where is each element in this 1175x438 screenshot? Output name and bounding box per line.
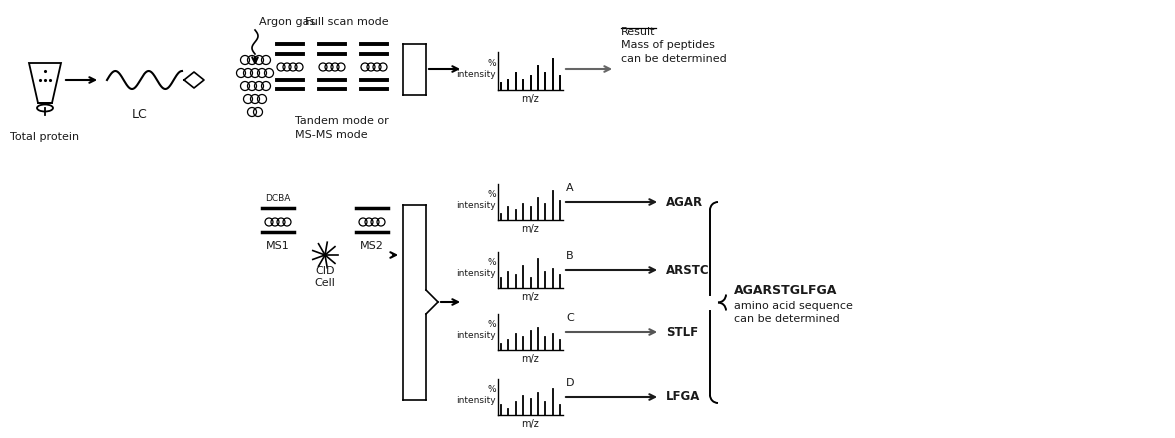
Text: m/z: m/z bbox=[522, 292, 539, 302]
Text: m/z: m/z bbox=[522, 224, 539, 234]
Text: STLF: STLF bbox=[666, 325, 698, 339]
Text: LC: LC bbox=[132, 109, 148, 121]
Text: A: A bbox=[566, 183, 573, 193]
Text: %
intensity: % intensity bbox=[456, 190, 496, 210]
Text: LFGA: LFGA bbox=[666, 391, 700, 403]
Text: Full scan mode: Full scan mode bbox=[306, 17, 389, 27]
Text: CID
Cell: CID Cell bbox=[315, 266, 335, 288]
Text: %
intensity: % intensity bbox=[456, 320, 496, 340]
Text: Argon gas: Argon gas bbox=[258, 17, 315, 27]
Text: C: C bbox=[566, 313, 573, 323]
Text: %
intensity: % intensity bbox=[456, 59, 496, 79]
Text: Total protein: Total protein bbox=[11, 132, 80, 142]
Text: MS2: MS2 bbox=[360, 241, 384, 251]
Text: ARSTC: ARSTC bbox=[666, 264, 710, 276]
Text: AGARSTGLFGA: AGARSTGLFGA bbox=[734, 284, 838, 297]
Text: MS1: MS1 bbox=[266, 241, 290, 251]
Text: D: D bbox=[566, 378, 575, 388]
Text: %
intensity: % intensity bbox=[456, 385, 496, 405]
Text: B: B bbox=[566, 251, 573, 261]
Text: Tandem mode or
MS-MS mode: Tandem mode or MS-MS mode bbox=[295, 117, 389, 140]
Text: DCBA: DCBA bbox=[266, 194, 290, 203]
Text: amino acid sequence
can be determined: amino acid sequence can be determined bbox=[734, 301, 853, 324]
Text: m/z: m/z bbox=[522, 419, 539, 429]
Text: AGAR: AGAR bbox=[666, 195, 703, 208]
Text: Mass of peptides
can be determined: Mass of peptides can be determined bbox=[622, 40, 727, 64]
Text: Result: Result bbox=[622, 27, 656, 37]
Text: m/z: m/z bbox=[522, 94, 539, 104]
Text: m/z: m/z bbox=[522, 354, 539, 364]
Text: %
intensity: % intensity bbox=[456, 258, 496, 278]
